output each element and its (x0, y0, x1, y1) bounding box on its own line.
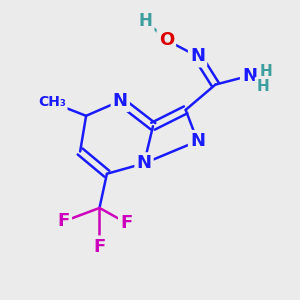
Text: N: N (190, 47, 205, 65)
Text: H: H (256, 79, 269, 94)
Text: N: N (242, 67, 257, 85)
Text: O: O (159, 31, 174, 49)
Text: N: N (136, 154, 152, 172)
Text: F: F (58, 212, 70, 230)
Text: N: N (113, 92, 128, 110)
Text: H: H (260, 64, 272, 79)
Text: F: F (120, 214, 132, 232)
Text: CH₃: CH₃ (38, 95, 66, 110)
Text: F: F (93, 238, 106, 256)
Text: H: H (139, 12, 152, 30)
Text: N: N (190, 132, 205, 150)
